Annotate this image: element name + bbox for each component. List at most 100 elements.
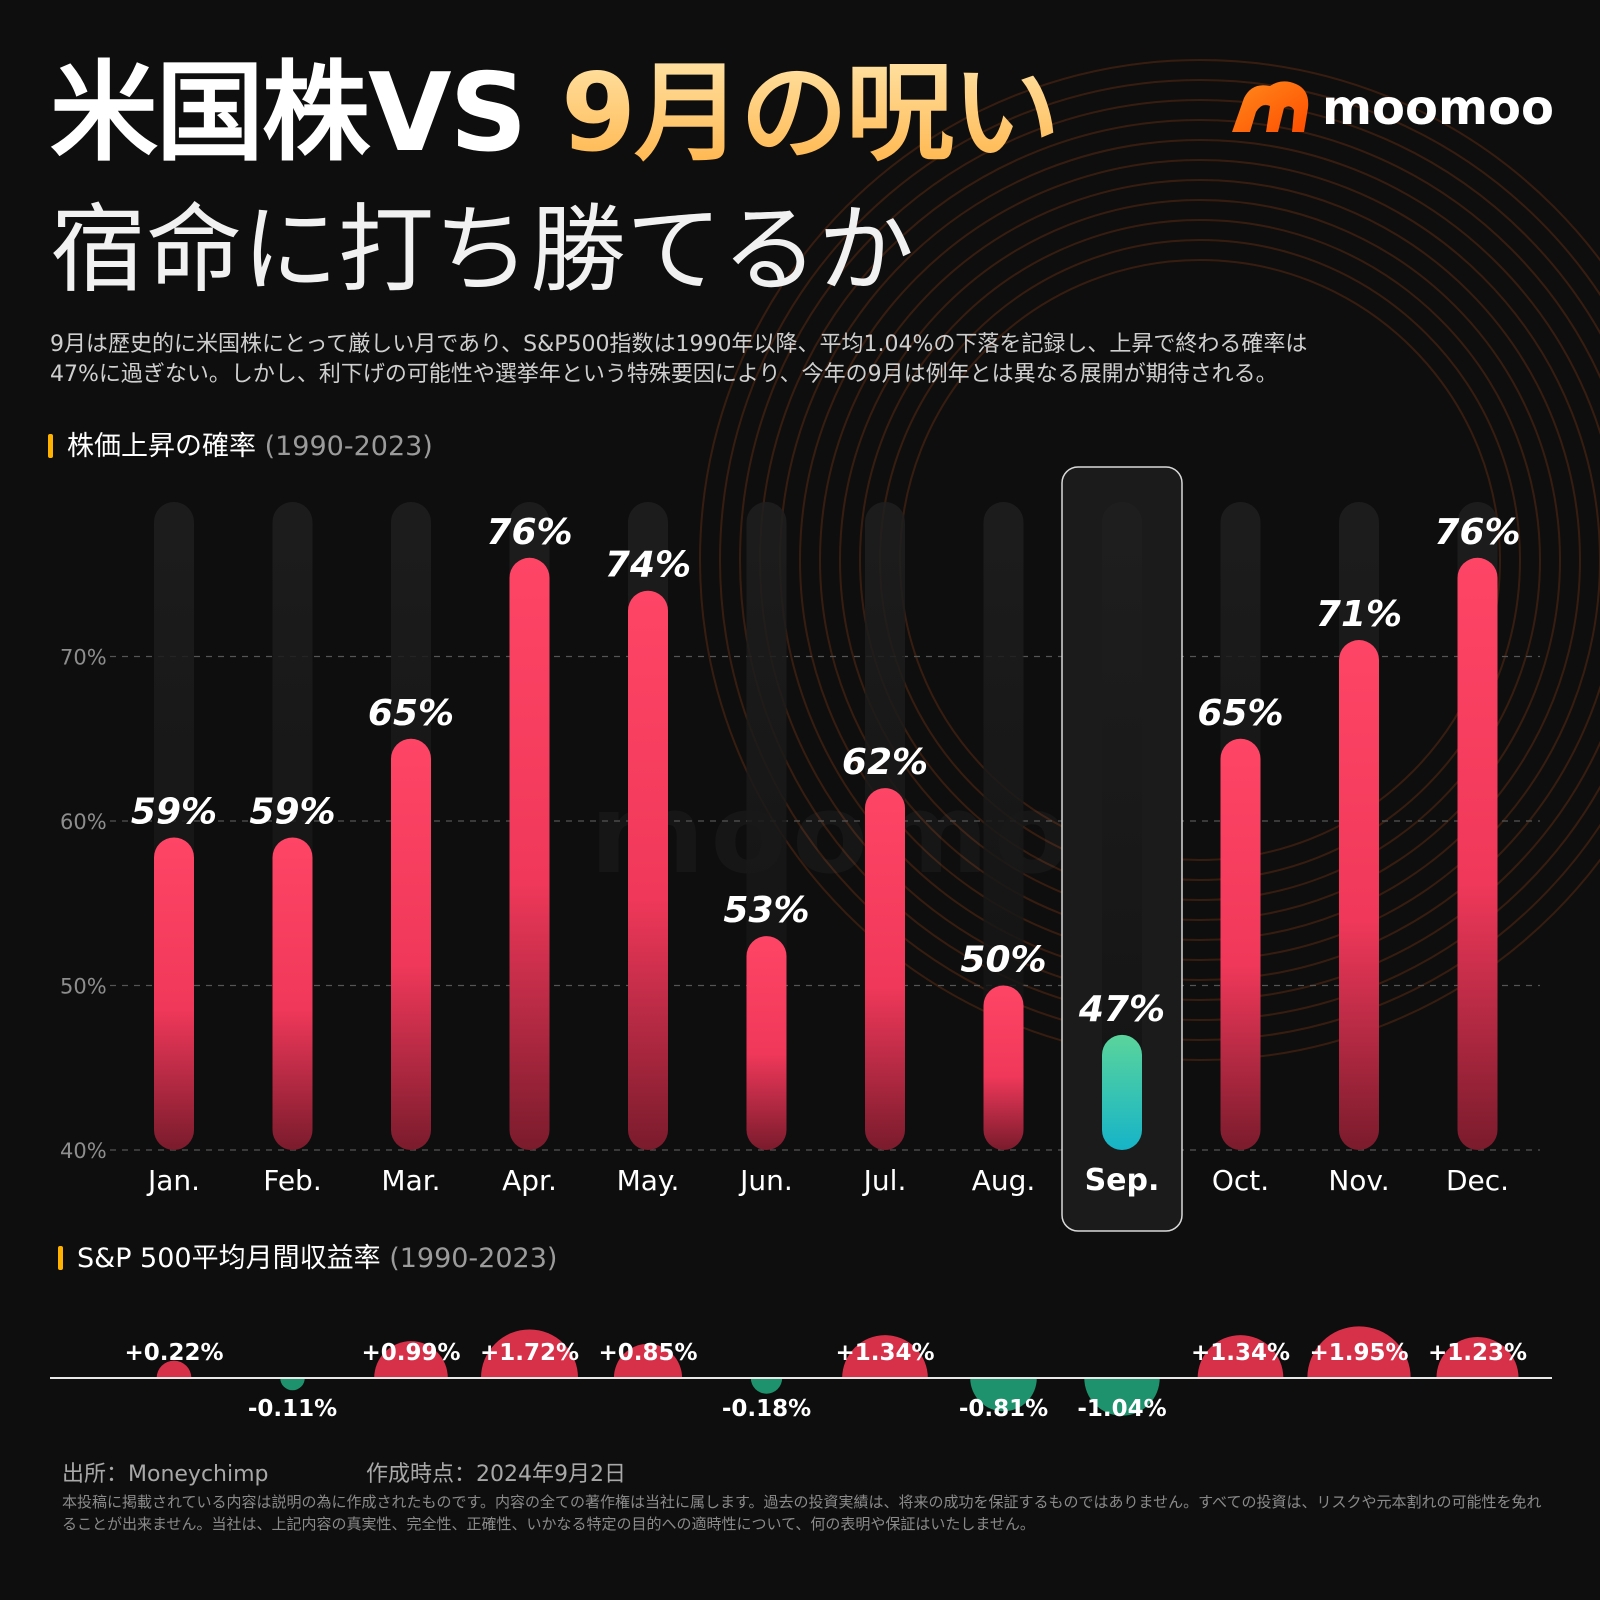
disclaimer: 本投稿に掲載されている内容は説明の為に作成されたものです。内容の全ての著作権は当… <box>62 1493 1542 1533</box>
x-tick-label: Oct. <box>1212 1164 1269 1197</box>
intro-line-2: 47%に過ぎない。しかし、利下げの可能性や選挙年という特殊要因により、今年の9月… <box>50 362 1278 387</box>
return-bubble <box>480 1329 579 1378</box>
section-title: S&P 500平均月間収益率 <box>77 1243 381 1274</box>
return-bubble <box>156 1360 192 1378</box>
bar-jan <box>154 837 194 1150</box>
accent-bar <box>48 434 53 458</box>
return-value-label: +0.99% <box>361 1340 460 1366</box>
bar-mar <box>391 738 431 1150</box>
created-date: 作成時点：2024年9月2日 <box>366 1462 626 1487</box>
page-title: 米国株VS 9月の呪い <box>50 60 1060 168</box>
return-bubble <box>613 1343 683 1378</box>
return-bubble-group <box>1084 1378 1160 1416</box>
section-title: 株価上昇の確率 <box>67 431 256 462</box>
bar-may <box>628 590 668 1150</box>
y-tick-label: 40% <box>60 1139 107 1163</box>
bar-track <box>1102 502 1142 1150</box>
bar-value-label: 47% <box>1078 989 1165 1030</box>
bar-jul <box>865 788 905 1150</box>
section-heading-returns: S&P 500平均月間収益率 (1990-2023) <box>58 1236 557 1275</box>
return-bubble <box>1436 1336 1519 1378</box>
return-bubble <box>1197 1335 1284 1378</box>
return-bubble <box>750 1378 783 1394</box>
y-tick-label: 70% <box>60 646 107 670</box>
return-bubble-group <box>280 1378 305 1391</box>
bar-value-label: 74% <box>605 545 691 586</box>
return-value-label: -0.18% <box>722 1396 811 1422</box>
x-tick-label: Dec. <box>1446 1164 1509 1197</box>
bar-nov <box>1339 640 1379 1150</box>
return-value-label: -1.04% <box>1077 1396 1166 1422</box>
return-value-label: +0.22% <box>124 1340 223 1366</box>
y-tick-label: 50% <box>60 975 107 999</box>
return-bubble-group <box>613 1343 683 1378</box>
return-bubble <box>280 1378 305 1391</box>
bar-value-label: 65% <box>1197 693 1283 734</box>
bar-value-label: 76% <box>486 512 572 553</box>
bar-feb <box>272 837 313 1150</box>
return-bubble-group <box>374 1341 448 1378</box>
accent-bar <box>58 1246 63 1270</box>
return-bubble <box>1307 1326 1411 1378</box>
x-tick-label: Mar. <box>381 1164 440 1197</box>
return-bubble-group <box>1197 1335 1284 1378</box>
title-part-1: 米国株VS <box>50 51 561 176</box>
return-bubble <box>1084 1378 1160 1416</box>
brand-logo[interactable]: moomoo <box>1230 78 1554 138</box>
bar-jun <box>746 936 787 1150</box>
return-bubble-group <box>842 1335 928 1378</box>
x-tick-label: Nov. <box>1328 1164 1389 1197</box>
title-highlight: 9月の呪い <box>560 51 1060 176</box>
x-tick-label: Aug. <box>972 1164 1036 1197</box>
bar-oct <box>1220 738 1261 1150</box>
return-value-label: -0.81% <box>959 1396 1048 1422</box>
bar-value-label: 76% <box>1434 512 1520 553</box>
section-heading-probability: 株価上昇の確率 (1990-2023) <box>48 424 433 463</box>
source-text: 出所：Moneychimp <box>62 1462 269 1487</box>
page-subtitle: 宿命に打ち勝てるか <box>50 194 914 306</box>
section-period: (1990-2023) <box>264 431 433 462</box>
return-value-label: -0.11% <box>248 1396 337 1422</box>
return-value-label: +0.85% <box>598 1340 697 1366</box>
bar-aug <box>983 985 1024 1150</box>
x-tick-label: May. <box>617 1164 680 1197</box>
return-bubble <box>842 1335 928 1378</box>
bars-layer: 59% Jan. 59% Feb. 65% Mar. 76% Apr. 74% May. 53% Ju… <box>131 502 1521 1198</box>
y-tick-label: 60% <box>60 810 107 834</box>
x-tick-label: Apr. <box>502 1164 557 1197</box>
bar-value-label: 59% <box>249 791 335 832</box>
bubbles-layer: +0.22% -0.11% +0.99% +1.72% +0.85% -0.18% +1.3… <box>50 1326 1552 1422</box>
return-bubble <box>374 1341 448 1378</box>
grid-layer: 40% 50% 60% 70% <box>60 646 1540 1163</box>
bar-value-label: 62% <box>842 742 928 783</box>
return-value-label: +1.34% <box>835 1340 934 1366</box>
x-tick-label: Feb. <box>263 1164 321 1197</box>
bar-value-label: 59% <box>131 791 217 832</box>
bull-logo-icon <box>1230 78 1312 138</box>
intro-line-1: 9月は歴史的に米国株にとって厳しい月であり、S&P500指数は1990年以降、平… <box>50 332 1308 357</box>
bar-value-label: 71% <box>1316 594 1402 635</box>
return-value-label: +1.72% <box>480 1340 579 1366</box>
x-tick-label: Sep. <box>1085 1163 1160 1198</box>
bar-value-label: 50% <box>960 940 1046 981</box>
return-bubble-group <box>970 1378 1037 1412</box>
x-tick-label: Jun. <box>738 1164 793 1197</box>
return-bubble <box>970 1378 1037 1412</box>
x-tick-label: Jul. <box>862 1164 907 1197</box>
return-value-label: +1.34% <box>1191 1340 1290 1366</box>
bar-dec <box>1457 557 1498 1150</box>
return-value-label: +1.95% <box>1309 1340 1408 1366</box>
return-bubble-group <box>1307 1326 1411 1378</box>
return-value-label: +1.23% <box>1428 1340 1527 1366</box>
bar-sep <box>1102 1034 1142 1150</box>
return-bubble-group <box>480 1329 579 1378</box>
bar-value-label: 53% <box>723 890 809 931</box>
bar-value-label: 65% <box>368 693 454 734</box>
brand-name: moomoo <box>1322 80 1554 136</box>
bar-track <box>983 502 1024 1150</box>
bar-apr <box>509 557 550 1150</box>
return-bubble-group <box>1436 1336 1519 1378</box>
x-tick-label: Jan. <box>146 1164 200 1197</box>
